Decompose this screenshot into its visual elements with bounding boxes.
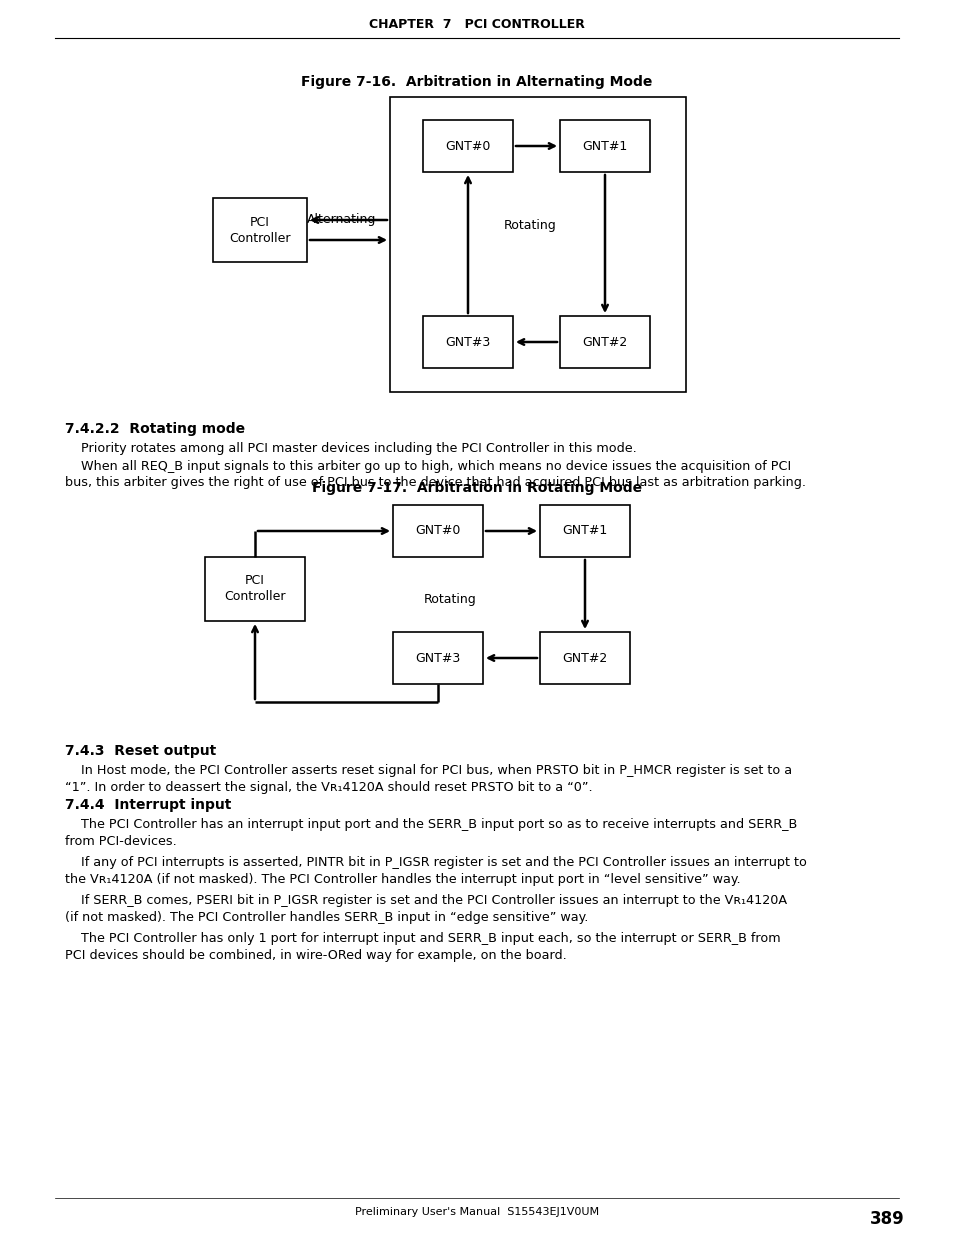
Text: Priority rotates among all PCI master devices including the PCI Controller in th: Priority rotates among all PCI master de… [65, 442, 636, 454]
Text: Rotating: Rotating [503, 219, 556, 231]
Text: Rotating: Rotating [423, 594, 476, 606]
Bar [393, 505, 482, 557]
Text: the Vʀ₁4120A (if not masked). The PCI Controller handles the interrupt input por: the Vʀ₁4120A (if not masked). The PCI Co… [65, 873, 740, 885]
Text: Alternating: Alternating [307, 214, 376, 226]
Text: If any of PCI interrupts is asserted, PINTR bit in P_IGSR register is set and th: If any of PCI interrupts is asserted, PI… [65, 856, 806, 869]
Text: from PCI-devices.: from PCI-devices. [65, 835, 176, 848]
Text: PCI: PCI [245, 574, 265, 588]
Text: “1”. In order to deassert the signal, the Vʀ₁4120A should reset PRSTO bit to a “: “1”. In order to deassert the signal, th… [65, 781, 592, 794]
Bar [559, 316, 649, 368]
Text: GNT#0: GNT#0 [445, 140, 490, 152]
Text: GNT#1: GNT#1 [561, 525, 607, 537]
Text: If SERR_B comes, PSERI bit in P_IGSR register is set and the PCI Controller issu: If SERR_B comes, PSERI bit in P_IGSR reg… [65, 894, 786, 906]
Bar [213, 198, 307, 262]
Text: GNT#2: GNT#2 [581, 336, 627, 348]
Text: bus, this arbiter gives the right of use of PCI bus to the device that had acqui: bus, this arbiter gives the right of use… [65, 475, 805, 489]
Text: The PCI Controller has only 1 port for interrupt input and SERR_B input each, so: The PCI Controller has only 1 port for i… [65, 932, 780, 945]
Text: 7.4.3  Reset output: 7.4.3 Reset output [65, 743, 216, 758]
Bar [539, 505, 629, 557]
Text: Preliminary User's Manual  S15543EJ1V0UM: Preliminary User's Manual S15543EJ1V0UM [355, 1207, 598, 1216]
Text: When all REQ_B input signals to this arbiter go up to high, which means no devic: When all REQ_B input signals to this arb… [65, 459, 790, 473]
Text: PCI devices should be combined, in wire-ORed way for example, on the board.: PCI devices should be combined, in wire-… [65, 948, 566, 962]
Text: 7.4.2.2  Rotating mode: 7.4.2.2 Rotating mode [65, 422, 245, 436]
Bar [539, 632, 629, 684]
Text: The PCI Controller has an interrupt input port and the SERR_B input port so as t: The PCI Controller has an interrupt inpu… [65, 818, 797, 831]
Bar [422, 316, 513, 368]
Text: GNT#3: GNT#3 [415, 652, 460, 664]
Text: Figure 7-16.  Arbitration in Alternating Mode: Figure 7-16. Arbitration in Alternating … [301, 75, 652, 89]
Text: PCI: PCI [250, 215, 270, 228]
Bar [393, 632, 482, 684]
Bar [390, 98, 685, 391]
Text: Controller: Controller [224, 590, 286, 604]
Text: CHAPTER  7   PCI CONTROLLER: CHAPTER 7 PCI CONTROLLER [369, 19, 584, 32]
Text: Controller: Controller [229, 231, 291, 245]
Text: (if not masked). The PCI Controller handles SERR_B input in “edge sensitive” way: (if not masked). The PCI Controller hand… [65, 911, 588, 924]
Text: 389: 389 [869, 1210, 903, 1228]
Text: GNT#1: GNT#1 [581, 140, 627, 152]
Text: GNT#2: GNT#2 [561, 652, 607, 664]
Bar [422, 120, 513, 172]
Bar [205, 557, 305, 621]
Text: In Host mode, the PCI Controller asserts reset signal for PCI bus, when PRSTO bi: In Host mode, the PCI Controller asserts… [65, 764, 791, 777]
Text: Figure 7-17.  Arbitration in Rotating Mode: Figure 7-17. Arbitration in Rotating Mod… [312, 480, 641, 495]
Text: GNT#0: GNT#0 [415, 525, 460, 537]
Text: 7.4.4  Interrupt input: 7.4.4 Interrupt input [65, 798, 232, 811]
Bar [559, 120, 649, 172]
Text: GNT#3: GNT#3 [445, 336, 490, 348]
